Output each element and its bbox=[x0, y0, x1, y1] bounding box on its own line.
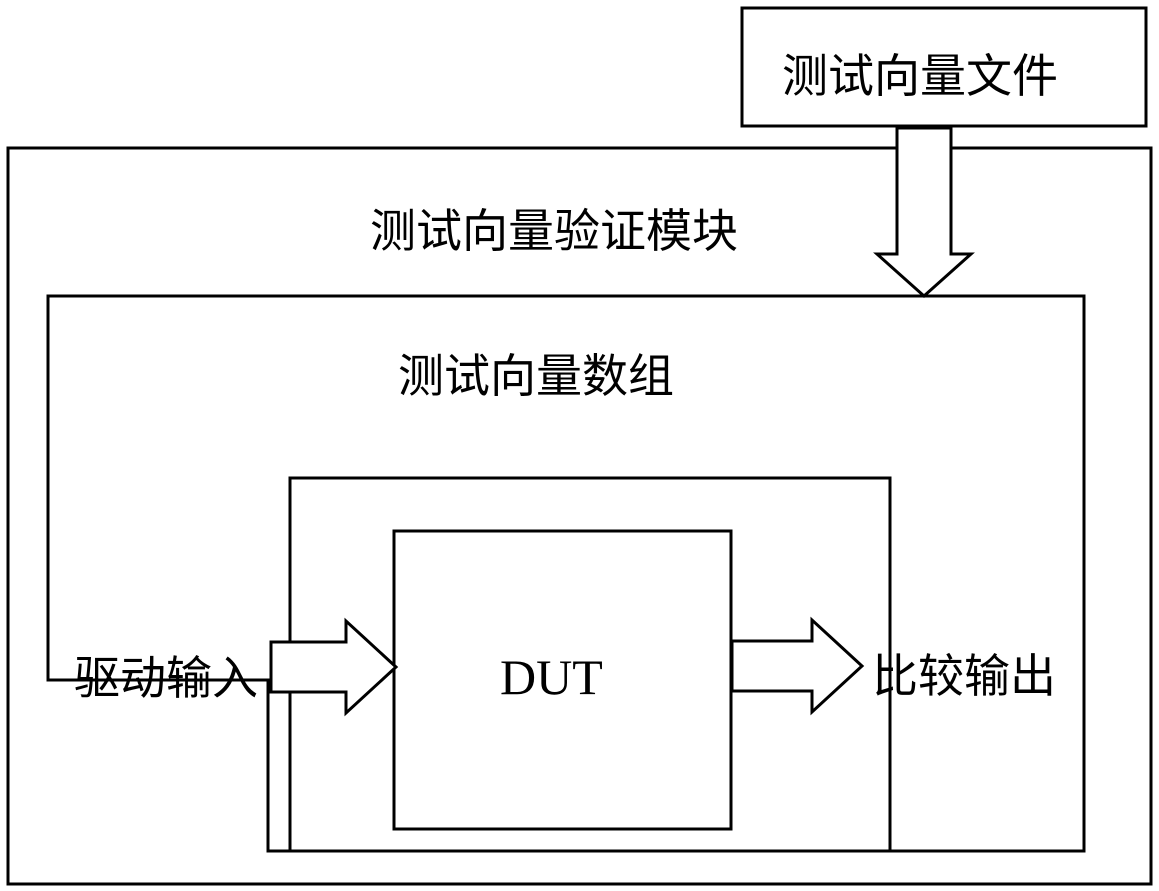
test-vector-array-label: 测试向量数组 bbox=[398, 340, 674, 406]
drive-input-label: 驱动输入 bbox=[74, 642, 258, 708]
dut-label: DUT bbox=[500, 648, 603, 706]
test-vector-file-label: 测试向量文件 bbox=[782, 40, 1058, 106]
verification-module-label: 测试向量验证模块 bbox=[370, 195, 738, 261]
compare-output-label: 比较输出 bbox=[872, 640, 1056, 706]
diagram-canvas bbox=[0, 0, 1159, 891]
